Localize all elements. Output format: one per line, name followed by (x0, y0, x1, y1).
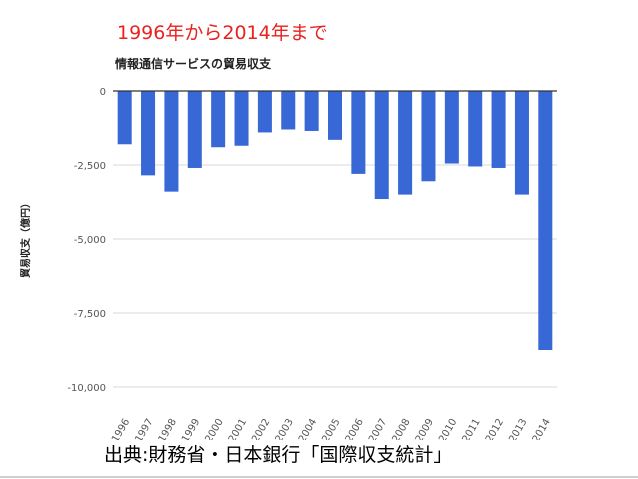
x-tick-label: 2008 (390, 417, 412, 440)
x-tick-label: 2006 (344, 417, 366, 440)
x-tick-label: 2002 (250, 417, 272, 440)
bar-1997 (141, 91, 156, 176)
y-axis-label: 貿易収支（億円） (19, 198, 32, 278)
x-tick-label: 2011 (461, 417, 483, 440)
x-tick-label: 2010 (437, 417, 459, 440)
divider-line (0, 476, 638, 478)
bar-1998 (164, 91, 179, 192)
bar-2003 (281, 91, 296, 130)
bar-2013 (514, 91, 529, 195)
y-tick-label: -10,000 (67, 383, 106, 394)
y-tick-label: -7,500 (74, 309, 106, 320)
bar-2002 (257, 91, 272, 133)
x-tick-label: 1998 (157, 417, 179, 440)
y-tick-label: -5,000 (74, 235, 106, 246)
x-tick-label: 2014 (531, 417, 553, 440)
bar-2004 (304, 91, 319, 131)
bar-1999 (187, 91, 202, 168)
bar-2000 (211, 91, 226, 148)
bar-1996 (117, 91, 132, 145)
x-tick-label: 2004 (297, 417, 319, 440)
bar-2006 (351, 91, 366, 174)
bar-2009 (421, 91, 436, 182)
x-tick-label: 2013 (507, 417, 529, 440)
y-tick-label: -2,500 (74, 161, 106, 172)
x-tick-labels: 1996 1997 1998 1999 2000 2001 2002 2003 2004 2005… (110, 417, 553, 440)
y-tick-label: 0 (100, 87, 106, 98)
bar-2010 (444, 91, 459, 164)
bar-2001 (234, 91, 249, 146)
bar-chart: 情報通信サービスの貿易収支 0 -2,500 -5,000 -7,500 -10,000… (19, 56, 557, 440)
gridlines (113, 164, 557, 388)
x-tick-label: 1996 (110, 417, 132, 440)
bar-2014 (538, 91, 553, 350)
bar-2005 (327, 91, 343, 140)
x-tick-label: 2012 (484, 417, 506, 440)
headline: 1996年から2014年まで (117, 22, 328, 44)
bar-2011 (468, 91, 483, 167)
x-tick-label: 2000 (204, 417, 226, 440)
x-tick-label: 2005 (320, 417, 342, 440)
bar-2008 (398, 91, 413, 195)
source-note: 出典:財務省・日本銀行「国際収支統計」 (104, 444, 453, 466)
x-tick-label: 1997 (133, 417, 155, 440)
x-tick-label: 2003 (274, 417, 296, 440)
x-tick-label: 2009 (414, 417, 436, 440)
bar-2007 (374, 91, 389, 200)
bar-2012 (491, 91, 506, 168)
chart-title: 情報通信サービスの貿易収支 (115, 56, 272, 71)
x-tick-label: 2007 (367, 417, 389, 440)
y-tick-labels: 0 -2,500 -5,000 -7,500 -10,000 (67, 87, 106, 394)
x-tick-label: 2001 (227, 417, 249, 440)
x-tick-label: 1999 (180, 417, 202, 440)
bars (117, 91, 553, 350)
